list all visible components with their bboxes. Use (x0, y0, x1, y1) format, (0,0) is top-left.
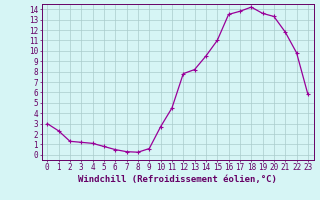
X-axis label: Windchill (Refroidissement éolien,°C): Windchill (Refroidissement éolien,°C) (78, 175, 277, 184)
